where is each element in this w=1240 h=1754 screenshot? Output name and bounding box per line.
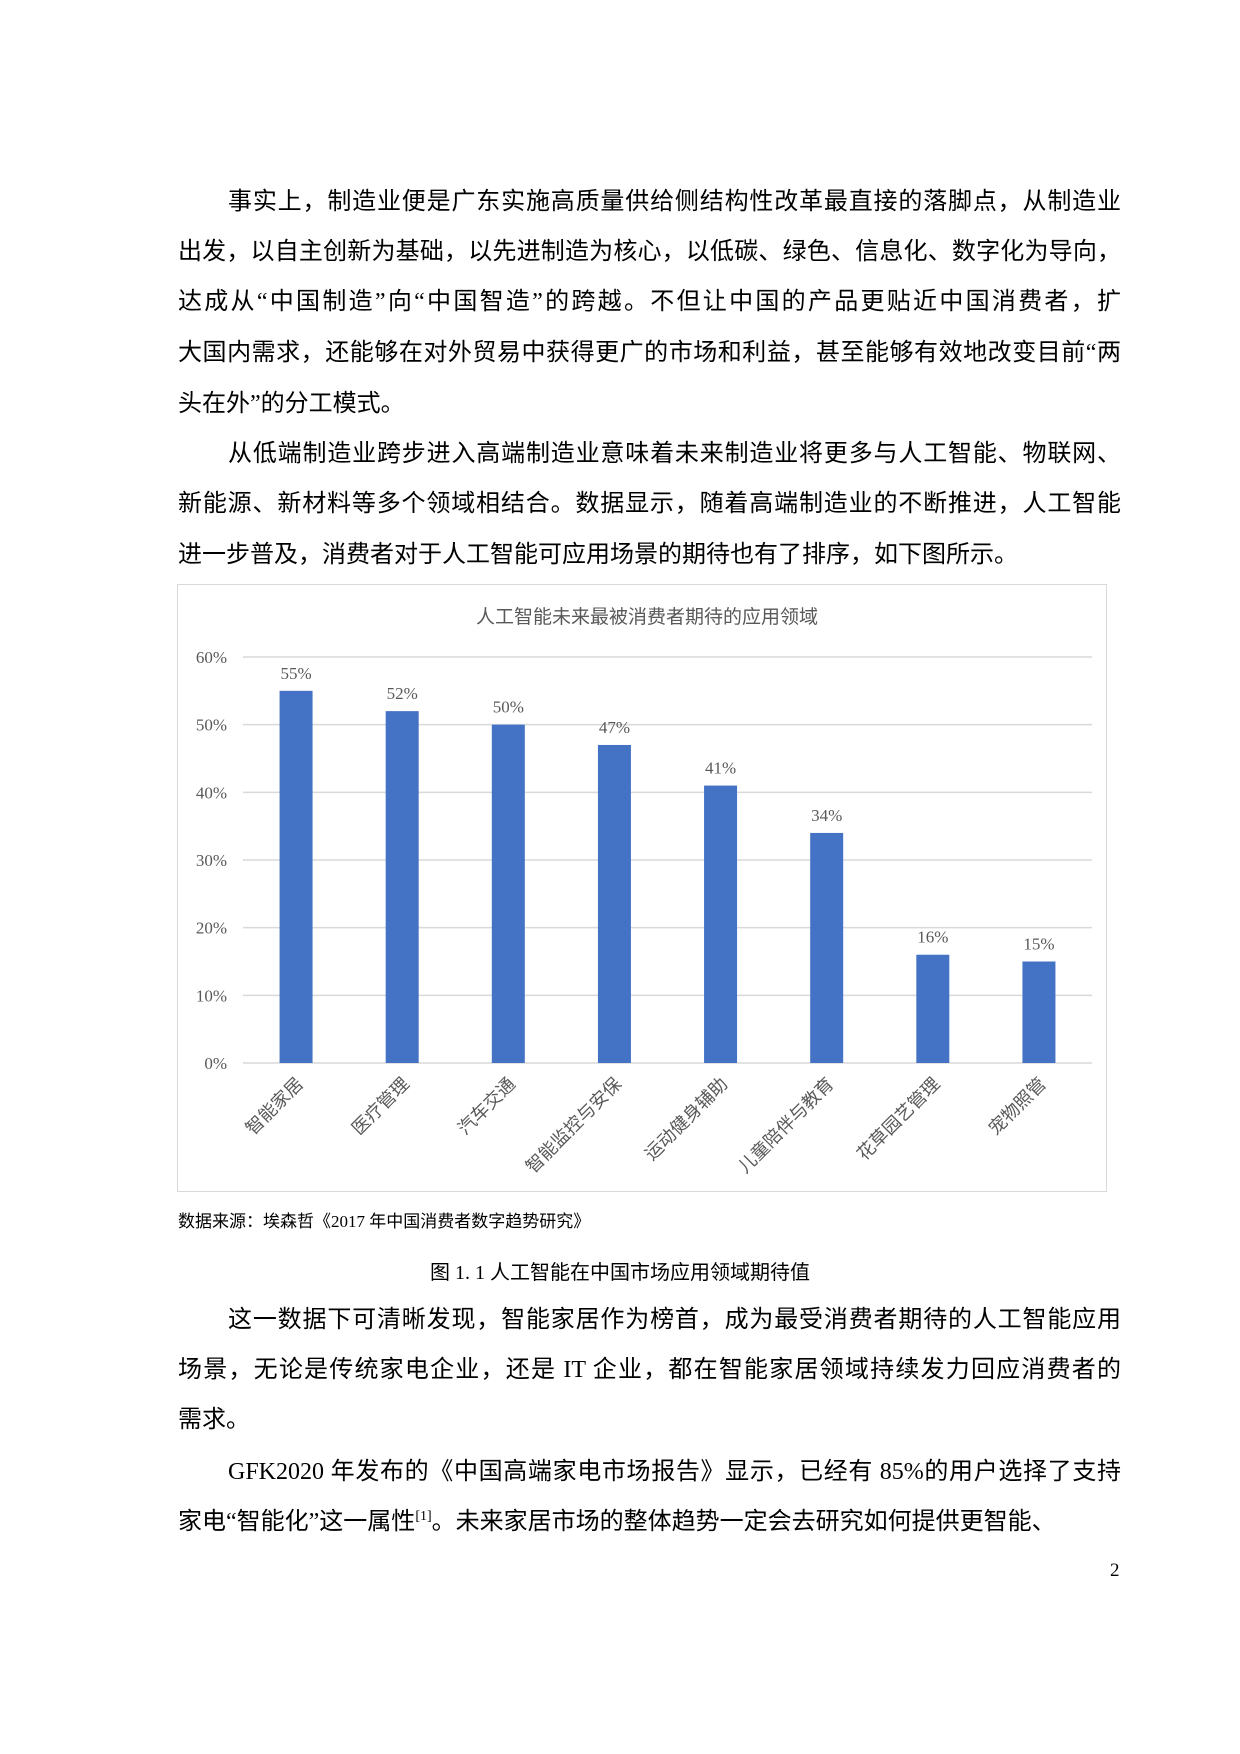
figure-source-note: 数据来源：埃森哲《2017 年中国消费者数字趋势研究》 (178, 1212, 591, 1231)
paragraph-4-line: GFK2020 年发布的《中国高端家电市场报告》显示，已经有 85%的用户选择了… (228, 1459, 1121, 1485)
data-label: 52% (387, 684, 418, 703)
bar (1022, 961, 1056, 1063)
paragraph-2-line: 从低端制造业跨步进入高端制造业意味着未来制造业将更多与人工智能、物联网、 (228, 441, 1121, 467)
paragraph-1-line: 事实上，制造业便是广东实施高质量供给侧结构性改革最直接的落脚点，从制造业 (228, 189, 1121, 215)
y-tick-label: 10% (196, 986, 227, 1005)
bar-chart: 人工智能未来最被消费者期待的应用领域 0% 10% 20% 30% 40% 50% 60% 5… (196, 606, 1092, 1177)
paragraph-1-line: 大国内需求，还能够在对外贸易中获得更广的市场和利益，甚至能够有效地改变目前“两 (178, 340, 1121, 366)
paragraph-2-line: 新能源、新材料等多个领域相结合。数据显示，随着高端制造业的不断推进，人工智能 (178, 491, 1121, 517)
paragraph-1-line: 出发，以自主创新为基础，以先进制造为核心，以低碳、绿色、信息化、数字化为导向， (178, 239, 1121, 265)
paragraph-2-line: 进一步普及，消费者对于人工智能可应用场景的期待也有了排序，如下图所示。 (178, 542, 1018, 568)
y-tick-label: 20% (196, 919, 227, 938)
text-span: 。未来家居市场的整体趋势一定会去研究如何提供更智能、 (431, 1509, 1056, 1535)
page-number: 2 (1110, 1560, 1120, 1581)
data-label: 15% (1023, 935, 1054, 954)
text-span: 家电“智能化”这一属性 (178, 1509, 416, 1535)
category-label: 运动健身辅助 (641, 1074, 732, 1165)
bar (597, 744, 631, 1063)
figure-chart: 人工智能未来最被消费者期待的应用领域 0% 10% 20% 30% 40% 50% 60% 5… (177, 584, 1107, 1192)
bar (916, 954, 950, 1063)
y-tick-label: 60% (196, 648, 227, 667)
category-label: 宠物照管 (985, 1074, 1050, 1139)
y-tick-label: 50% (196, 716, 227, 735)
category-label: 智能监控与安保 (522, 1074, 625, 1177)
paragraph-3-line: 需求。 (178, 1407, 250, 1433)
bar (279, 690, 313, 1063)
category-label: 医疗管理 (348, 1074, 413, 1139)
y-tick-label: 0% (204, 1054, 227, 1073)
paragraph-1-line: 达成从“中国制造”向“中国智造”的跨越。不但让中国的产品更贴近中国消费者，扩 (178, 289, 1121, 315)
figure-caption: 图 1. 1 人工智能在中国市场应用领域期待值 (430, 1262, 810, 1284)
data-label: 47% (599, 718, 630, 737)
paragraph-4-line: 家电“智能化”这一属性[1]。未来家居市场的整体趋势一定会去研究如何提供更智能、 (178, 1507, 1121, 1537)
chart-title: 人工智能未来最被消费者期待的应用领域 (476, 606, 818, 628)
paragraph-3-line: 这一数据下可清晰发现，智能家居作为榜首，成为最受消费者期待的人工智能应用 (228, 1307, 1121, 1333)
paragraph-3-line: 场景，无论是传统家电企业，还是 IT 企业，都在智能家居领域持续发力回应消费者的 (178, 1357, 1121, 1383)
category-label: 花草园艺管理 (853, 1074, 944, 1165)
data-label: 55% (280, 664, 311, 683)
bar (385, 711, 419, 1063)
data-label: 16% (917, 928, 948, 947)
data-label: 34% (811, 806, 842, 825)
bar (704, 785, 738, 1063)
bar (810, 832, 844, 1063)
bar (491, 724, 525, 1063)
y-tick-label: 40% (196, 783, 227, 802)
paragraph-1-line: 头在外”的分工模式。 (178, 391, 405, 417)
data-label: 41% (705, 759, 736, 778)
category-label: 智能家居 (242, 1074, 307, 1139)
category-label: 儿童陪伴与教育 (734, 1074, 837, 1177)
y-tick-label: 30% (196, 851, 227, 870)
citation-superscript: [1] (415, 1509, 432, 1524)
category-label: 汽车交通 (454, 1074, 519, 1139)
data-label: 50% (493, 698, 524, 717)
